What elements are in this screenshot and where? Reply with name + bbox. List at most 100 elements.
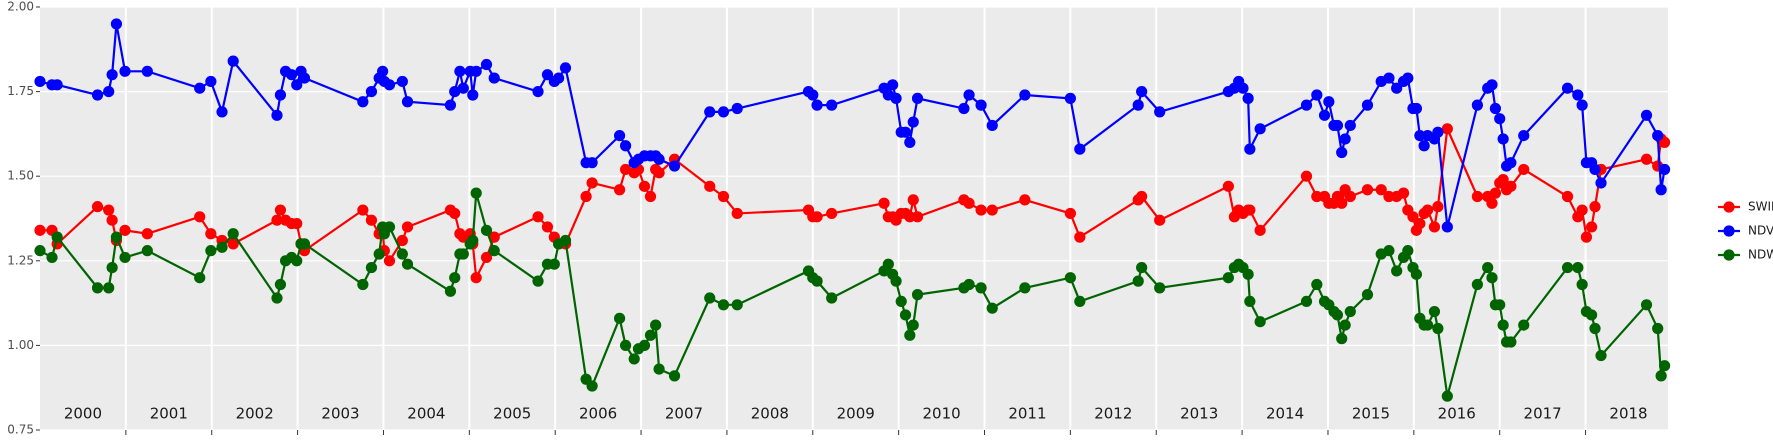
point (1580, 231, 1593, 243)
point (890, 92, 902, 104)
y-tick-label: 1.75 (7, 84, 34, 98)
point (1471, 190, 1483, 203)
point (1585, 309, 1598, 321)
point (1421, 204, 1434, 216)
point (1361, 289, 1374, 301)
point (1410, 102, 1423, 115)
point (401, 96, 414, 108)
point (383, 79, 396, 91)
legend-label: SWIR (1748, 200, 1773, 214)
point (1375, 184, 1387, 196)
point (1576, 99, 1588, 111)
point (1136, 261, 1148, 274)
point (619, 163, 632, 176)
point (1237, 82, 1249, 94)
plot-panel (40, 7, 1668, 430)
point (216, 241, 228, 253)
point (1331, 309, 1344, 321)
point (1441, 221, 1453, 233)
point (365, 261, 378, 274)
point (613, 184, 626, 196)
point (580, 190, 592, 203)
point (396, 234, 408, 247)
point (449, 86, 461, 98)
point (227, 55, 239, 67)
point (975, 204, 987, 216)
point (1132, 99, 1144, 111)
point (1344, 190, 1356, 203)
year-label: 2005 (493, 405, 531, 423)
point (963, 278, 975, 291)
point (1585, 221, 1598, 233)
point (444, 285, 457, 297)
point (1339, 133, 1351, 145)
point (731, 102, 743, 115)
point (1311, 190, 1323, 203)
point (1402, 72, 1414, 84)
point (986, 204, 998, 216)
point (1318, 109, 1331, 121)
point (638, 180, 651, 192)
point (628, 353, 640, 365)
year-label: 2015 (1352, 405, 1390, 423)
legend-key (1723, 201, 1735, 213)
point (1652, 129, 1664, 142)
point (1254, 224, 1266, 236)
point (613, 312, 626, 324)
point (911, 289, 924, 301)
point (1497, 319, 1509, 331)
point (1074, 295, 1086, 308)
point (119, 251, 131, 264)
point (975, 282, 987, 294)
point (488, 245, 500, 257)
point (470, 272, 482, 284)
point (1323, 96, 1335, 108)
year-label: 2010 (922, 405, 960, 423)
year-label: 2001 (150, 405, 188, 423)
point (1652, 322, 1664, 335)
point (91, 201, 104, 213)
point (51, 231, 63, 243)
point (91, 89, 104, 101)
point (1658, 360, 1671, 372)
point (401, 221, 414, 233)
point (1019, 194, 1031, 206)
point (559, 234, 572, 247)
point (548, 258, 560, 270)
point (1561, 190, 1574, 203)
point (1572, 89, 1584, 101)
point (119, 65, 131, 77)
point (1497, 173, 1509, 186)
point (613, 129, 626, 142)
point (1655, 184, 1667, 196)
point (1497, 133, 1509, 145)
point (586, 380, 598, 392)
point (1576, 204, 1588, 216)
point (274, 278, 287, 291)
point (882, 258, 894, 270)
point (141, 65, 153, 77)
point (1344, 305, 1356, 318)
point (457, 82, 469, 94)
point (904, 329, 916, 341)
point (975, 99, 987, 111)
point (1432, 322, 1444, 335)
point (110, 231, 123, 243)
point (1441, 390, 1453, 402)
point (553, 72, 565, 84)
point (986, 119, 998, 132)
point (1595, 349, 1607, 362)
y-tick-label: 1.50 (7, 169, 34, 183)
point (1136, 190, 1148, 203)
point (365, 86, 378, 98)
point (1383, 245, 1395, 257)
point (480, 58, 493, 71)
point (1418, 140, 1430, 152)
point (454, 65, 466, 77)
point (449, 207, 461, 220)
point (963, 89, 975, 101)
point (1064, 92, 1076, 104)
point (986, 302, 998, 314)
point (470, 65, 482, 77)
point (480, 251, 493, 264)
